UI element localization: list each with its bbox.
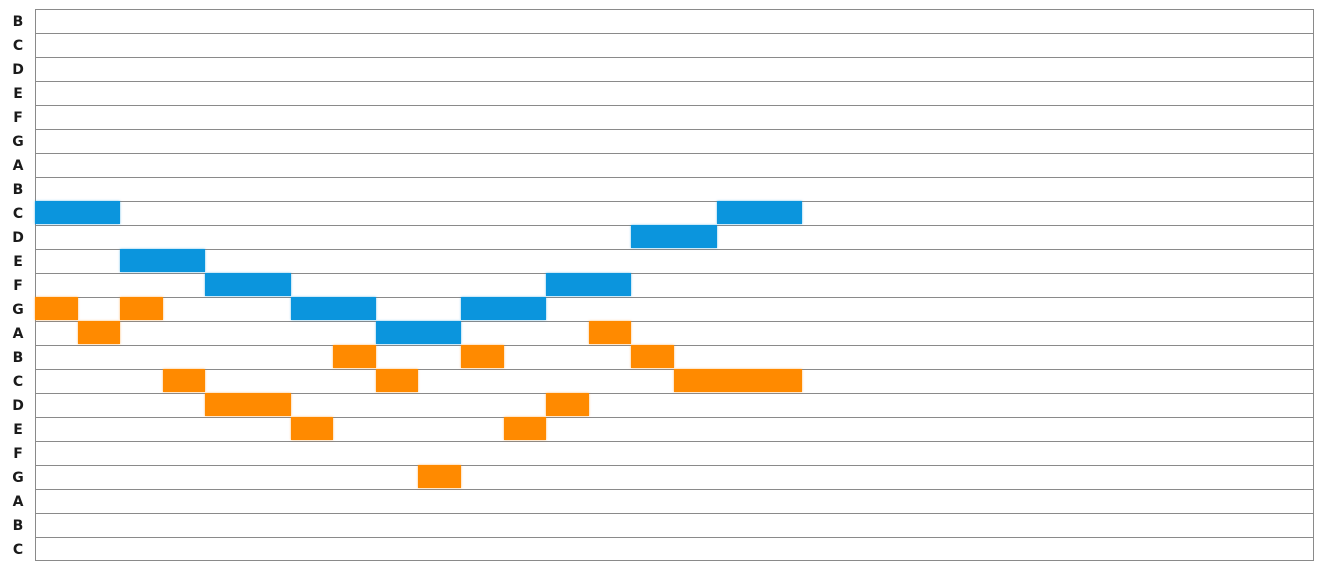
blue-note[interactable] xyxy=(120,249,206,272)
pitch-label: G xyxy=(12,302,24,318)
orange-note[interactable] xyxy=(205,393,291,416)
blue-note[interactable] xyxy=(290,297,376,320)
blue-note[interactable] xyxy=(375,321,461,344)
orange-note[interactable] xyxy=(546,393,589,416)
row-divider xyxy=(36,249,1313,250)
row-divider xyxy=(36,465,1313,466)
pitch-label: A xyxy=(12,326,24,342)
pitch-label: D xyxy=(12,398,24,414)
orange-note[interactable] xyxy=(120,297,163,320)
row-divider xyxy=(36,393,1313,394)
orange-note[interactable] xyxy=(290,417,334,440)
pitch-label: B xyxy=(12,182,24,198)
orange-note[interactable] xyxy=(631,345,674,368)
blue-note[interactable] xyxy=(205,273,291,296)
pitch-label: G xyxy=(12,470,24,486)
row-divider xyxy=(36,177,1313,178)
pitch-label: C xyxy=(12,374,24,390)
orange-note[interactable] xyxy=(503,417,547,440)
pitch-label: F xyxy=(13,110,23,126)
orange-note[interactable] xyxy=(35,297,78,320)
row-divider xyxy=(36,321,1313,322)
pitch-label: C xyxy=(12,206,24,222)
row-divider xyxy=(36,201,1313,202)
row-divider xyxy=(36,57,1313,58)
pitch-label: G xyxy=(12,134,24,150)
pitch-label: C xyxy=(12,38,24,54)
row-divider xyxy=(36,297,1313,298)
row-divider xyxy=(36,105,1313,106)
row-divider xyxy=(36,513,1313,514)
pitch-label: A xyxy=(12,494,24,510)
row-divider xyxy=(36,81,1313,82)
orange-note[interactable] xyxy=(674,369,802,392)
pitch-label: A xyxy=(12,158,24,174)
row-divider xyxy=(36,273,1313,274)
row-divider xyxy=(36,129,1313,130)
pitch-label: F xyxy=(13,278,23,294)
orange-note[interactable] xyxy=(77,321,121,344)
pitch-label: F xyxy=(13,446,23,462)
blue-note[interactable] xyxy=(461,297,547,320)
orange-note[interactable] xyxy=(588,321,632,344)
blue-note[interactable] xyxy=(631,225,717,248)
pitch-label: B xyxy=(12,350,24,366)
orange-note[interactable] xyxy=(162,369,206,392)
pitch-label: C xyxy=(12,542,24,558)
pitch-label: E xyxy=(13,422,23,438)
note-grid[interactable] xyxy=(35,9,1314,561)
pitch-label: E xyxy=(13,254,23,270)
orange-note[interactable] xyxy=(375,369,419,392)
row-divider xyxy=(36,33,1313,34)
blue-note[interactable] xyxy=(546,273,632,296)
pitch-label: E xyxy=(13,86,23,102)
row-divider xyxy=(36,489,1313,490)
orange-note[interactable] xyxy=(333,345,376,368)
row-divider xyxy=(36,537,1313,538)
row-divider xyxy=(36,417,1313,418)
row-divider xyxy=(36,153,1313,154)
blue-note[interactable] xyxy=(35,201,121,224)
pitch-label: B xyxy=(12,14,24,30)
blue-note[interactable] xyxy=(716,201,802,224)
orange-note[interactable] xyxy=(418,465,461,488)
orange-note[interactable] xyxy=(461,345,504,368)
row-divider xyxy=(36,345,1313,346)
pitch-label: B xyxy=(12,518,24,534)
pitch-label: D xyxy=(12,230,24,246)
row-divider xyxy=(36,441,1313,442)
pitch-label: D xyxy=(12,62,24,78)
